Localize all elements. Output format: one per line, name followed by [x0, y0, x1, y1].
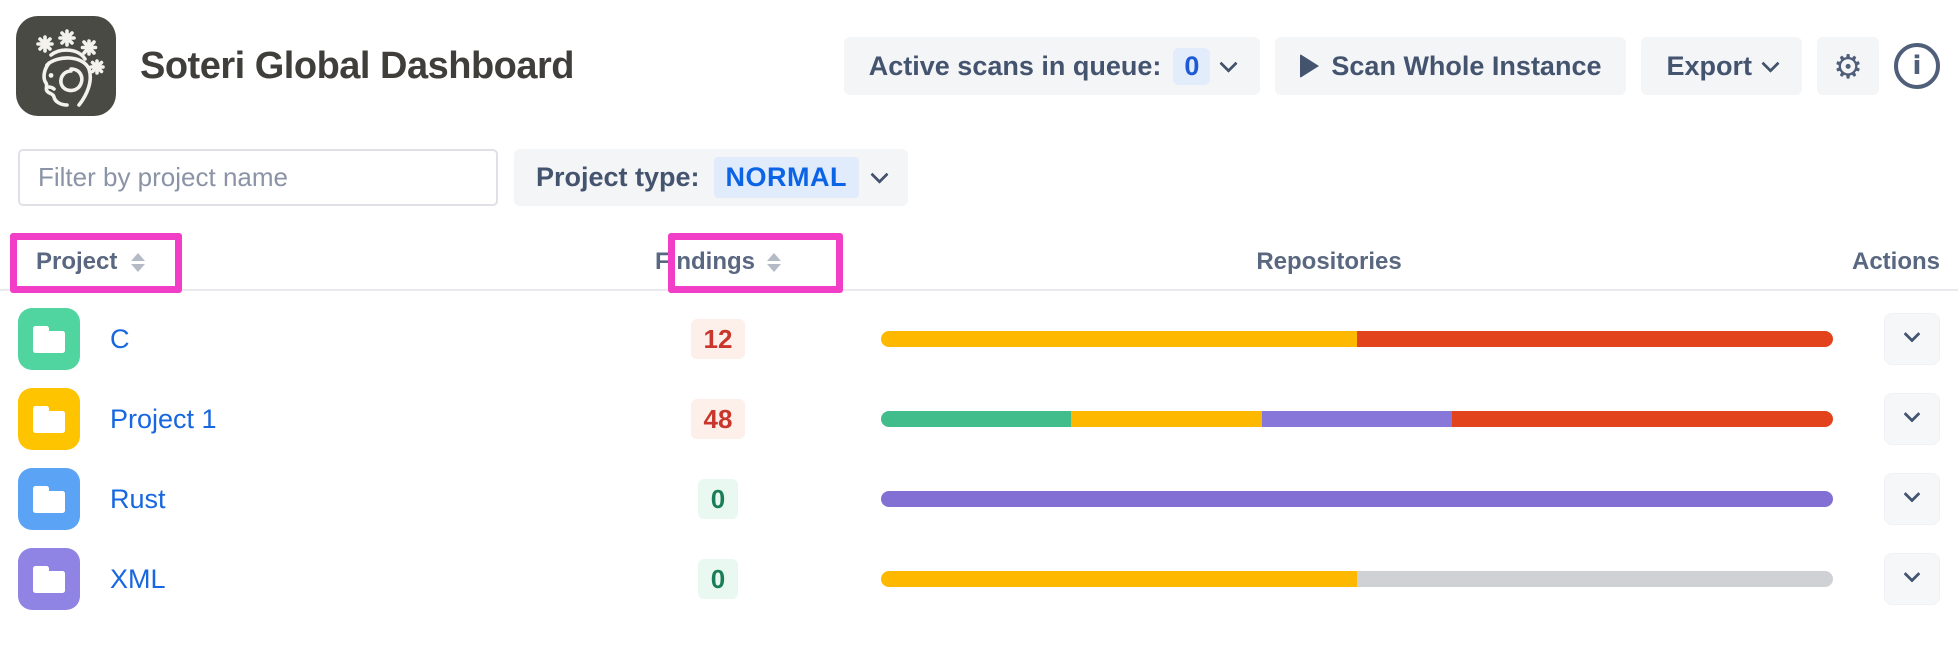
repo-bar-segment	[1261, 411, 1453, 427]
folder-icon	[33, 565, 65, 593]
export-label: Export	[1666, 50, 1752, 81]
chevron-down-icon	[1219, 53, 1239, 73]
repo-bar-segment	[881, 491, 1833, 507]
chevron-down-icon	[1903, 325, 1921, 343]
repositories-cell	[818, 411, 1840, 427]
column-header-actions: Actions	[1840, 248, 1940, 276]
project-cell: Rust	[18, 468, 618, 530]
repo-bar-segment	[881, 331, 1357, 347]
chevron-down-icon	[870, 165, 889, 184]
soteri-logo	[16, 16, 116, 116]
settings-button[interactable]: ⚙	[1817, 37, 1879, 95]
findings-badge: 0	[697, 478, 739, 520]
export-dropdown[interactable]: Export	[1641, 37, 1802, 95]
project-cell: Project 1	[18, 388, 618, 450]
repo-status-bar	[881, 491, 1833, 507]
column-header-findings[interactable]: Findings	[618, 248, 818, 276]
repo-bar-segment	[1357, 571, 1833, 587]
repo-status-bar	[881, 331, 1833, 347]
sort-arrows-icon	[131, 252, 146, 272]
column-header-findings-label: Findings	[655, 248, 755, 275]
topbar-actions: Active scans in queue: 0 Scan Whole Inst…	[843, 37, 1940, 95]
project-type-dropdown[interactable]: Project type: NORMAL	[514, 149, 909, 206]
table-row: XML 0	[0, 539, 1958, 619]
active-scans-count-badge: 0	[1173, 47, 1211, 85]
project-link[interactable]: C	[110, 323, 130, 354]
chevron-down-icon	[1903, 405, 1921, 423]
findings-badge: 12	[690, 318, 746, 360]
info-icon: i	[1912, 51, 1922, 81]
project-avatar	[18, 468, 80, 530]
repo-bar-segment	[1452, 411, 1833, 427]
play-icon	[1300, 54, 1320, 78]
scan-whole-instance-button[interactable]: Scan Whole Instance	[1275, 37, 1627, 95]
column-header-project-label: Project	[36, 248, 118, 275]
info-button[interactable]: i	[1894, 43, 1940, 89]
findings-badge: 0	[697, 558, 739, 600]
project-avatar	[18, 388, 80, 450]
active-scans-label: Active scans in queue:	[868, 50, 1162, 81]
repo-status-bar	[881, 571, 1833, 587]
project-cell: XML	[18, 548, 618, 610]
table-row: C 12	[0, 299, 1958, 379]
repositories-cell	[818, 571, 1840, 587]
findings-cell: 0	[618, 478, 818, 520]
folder-icon	[33, 405, 65, 433]
row-actions-button[interactable]	[1884, 313, 1940, 365]
folder-icon	[33, 325, 65, 353]
repo-bar-segment	[1071, 411, 1262, 427]
project-link[interactable]: Project 1	[110, 403, 217, 434]
project-link[interactable]: XML	[110, 563, 166, 594]
gear-icon: ⚙	[1833, 47, 1863, 85]
table-row: Project 1 48	[0, 379, 1958, 459]
project-avatar	[18, 548, 80, 610]
table-header: Project Findings Repositories Actions	[0, 233, 1958, 293]
column-header-repositories-label: Repositories	[1256, 248, 1402, 275]
table-body: C 12 Project 1 48	[0, 291, 1958, 619]
findings-badge: 48	[690, 398, 746, 440]
project-type-value-badge: NORMAL	[713, 157, 860, 198]
page-title: Soteri Global Dashboard	[140, 44, 575, 87]
project-link[interactable]: Rust	[110, 483, 166, 514]
row-actions-button[interactable]	[1884, 473, 1940, 525]
findings-cell: 12	[618, 318, 818, 360]
active-scans-dropdown[interactable]: Active scans in queue: 0	[843, 37, 1261, 95]
filter-bar: Project type: NORMAL	[18, 149, 1940, 206]
chevron-down-icon	[1761, 53, 1780, 73]
chevron-down-icon	[1903, 565, 1921, 583]
chevron-down-icon	[1903, 485, 1921, 503]
topbar: Soteri Global Dashboard Active scans in …	[0, 0, 1958, 116]
actions-cell	[1840, 313, 1940, 365]
project-filter-input[interactable]	[18, 149, 498, 206]
repo-status-bar	[881, 411, 1833, 427]
project-avatar	[18, 308, 80, 370]
actions-cell	[1840, 393, 1940, 445]
scan-whole-instance-label: Scan Whole Instance	[1331, 50, 1602, 81]
soteri-face-logo-icon	[36, 29, 105, 107]
actions-cell	[1840, 553, 1940, 605]
findings-cell: 0	[618, 558, 818, 600]
project-type-label: Project type:	[536, 162, 700, 192]
column-header-actions-label: Actions	[1851, 248, 1940, 275]
column-header-repositories: Repositories	[818, 248, 1840, 276]
findings-cell: 48	[618, 398, 818, 440]
row-actions-button[interactable]	[1884, 553, 1940, 605]
repositories-cell	[818, 331, 1840, 347]
repo-bar-segment	[881, 571, 1357, 587]
actions-cell	[1840, 473, 1940, 525]
repo-bar-segment	[881, 411, 1072, 427]
repo-bar-segment	[1357, 331, 1833, 347]
table-row: Rust 0	[0, 459, 1958, 539]
row-actions-button[interactable]	[1884, 393, 1940, 445]
repositories-cell	[818, 491, 1840, 507]
project-cell: C	[18, 308, 618, 370]
sort-arrows-icon	[766, 252, 781, 272]
folder-icon	[33, 485, 65, 513]
column-header-project[interactable]: Project	[18, 248, 618, 276]
